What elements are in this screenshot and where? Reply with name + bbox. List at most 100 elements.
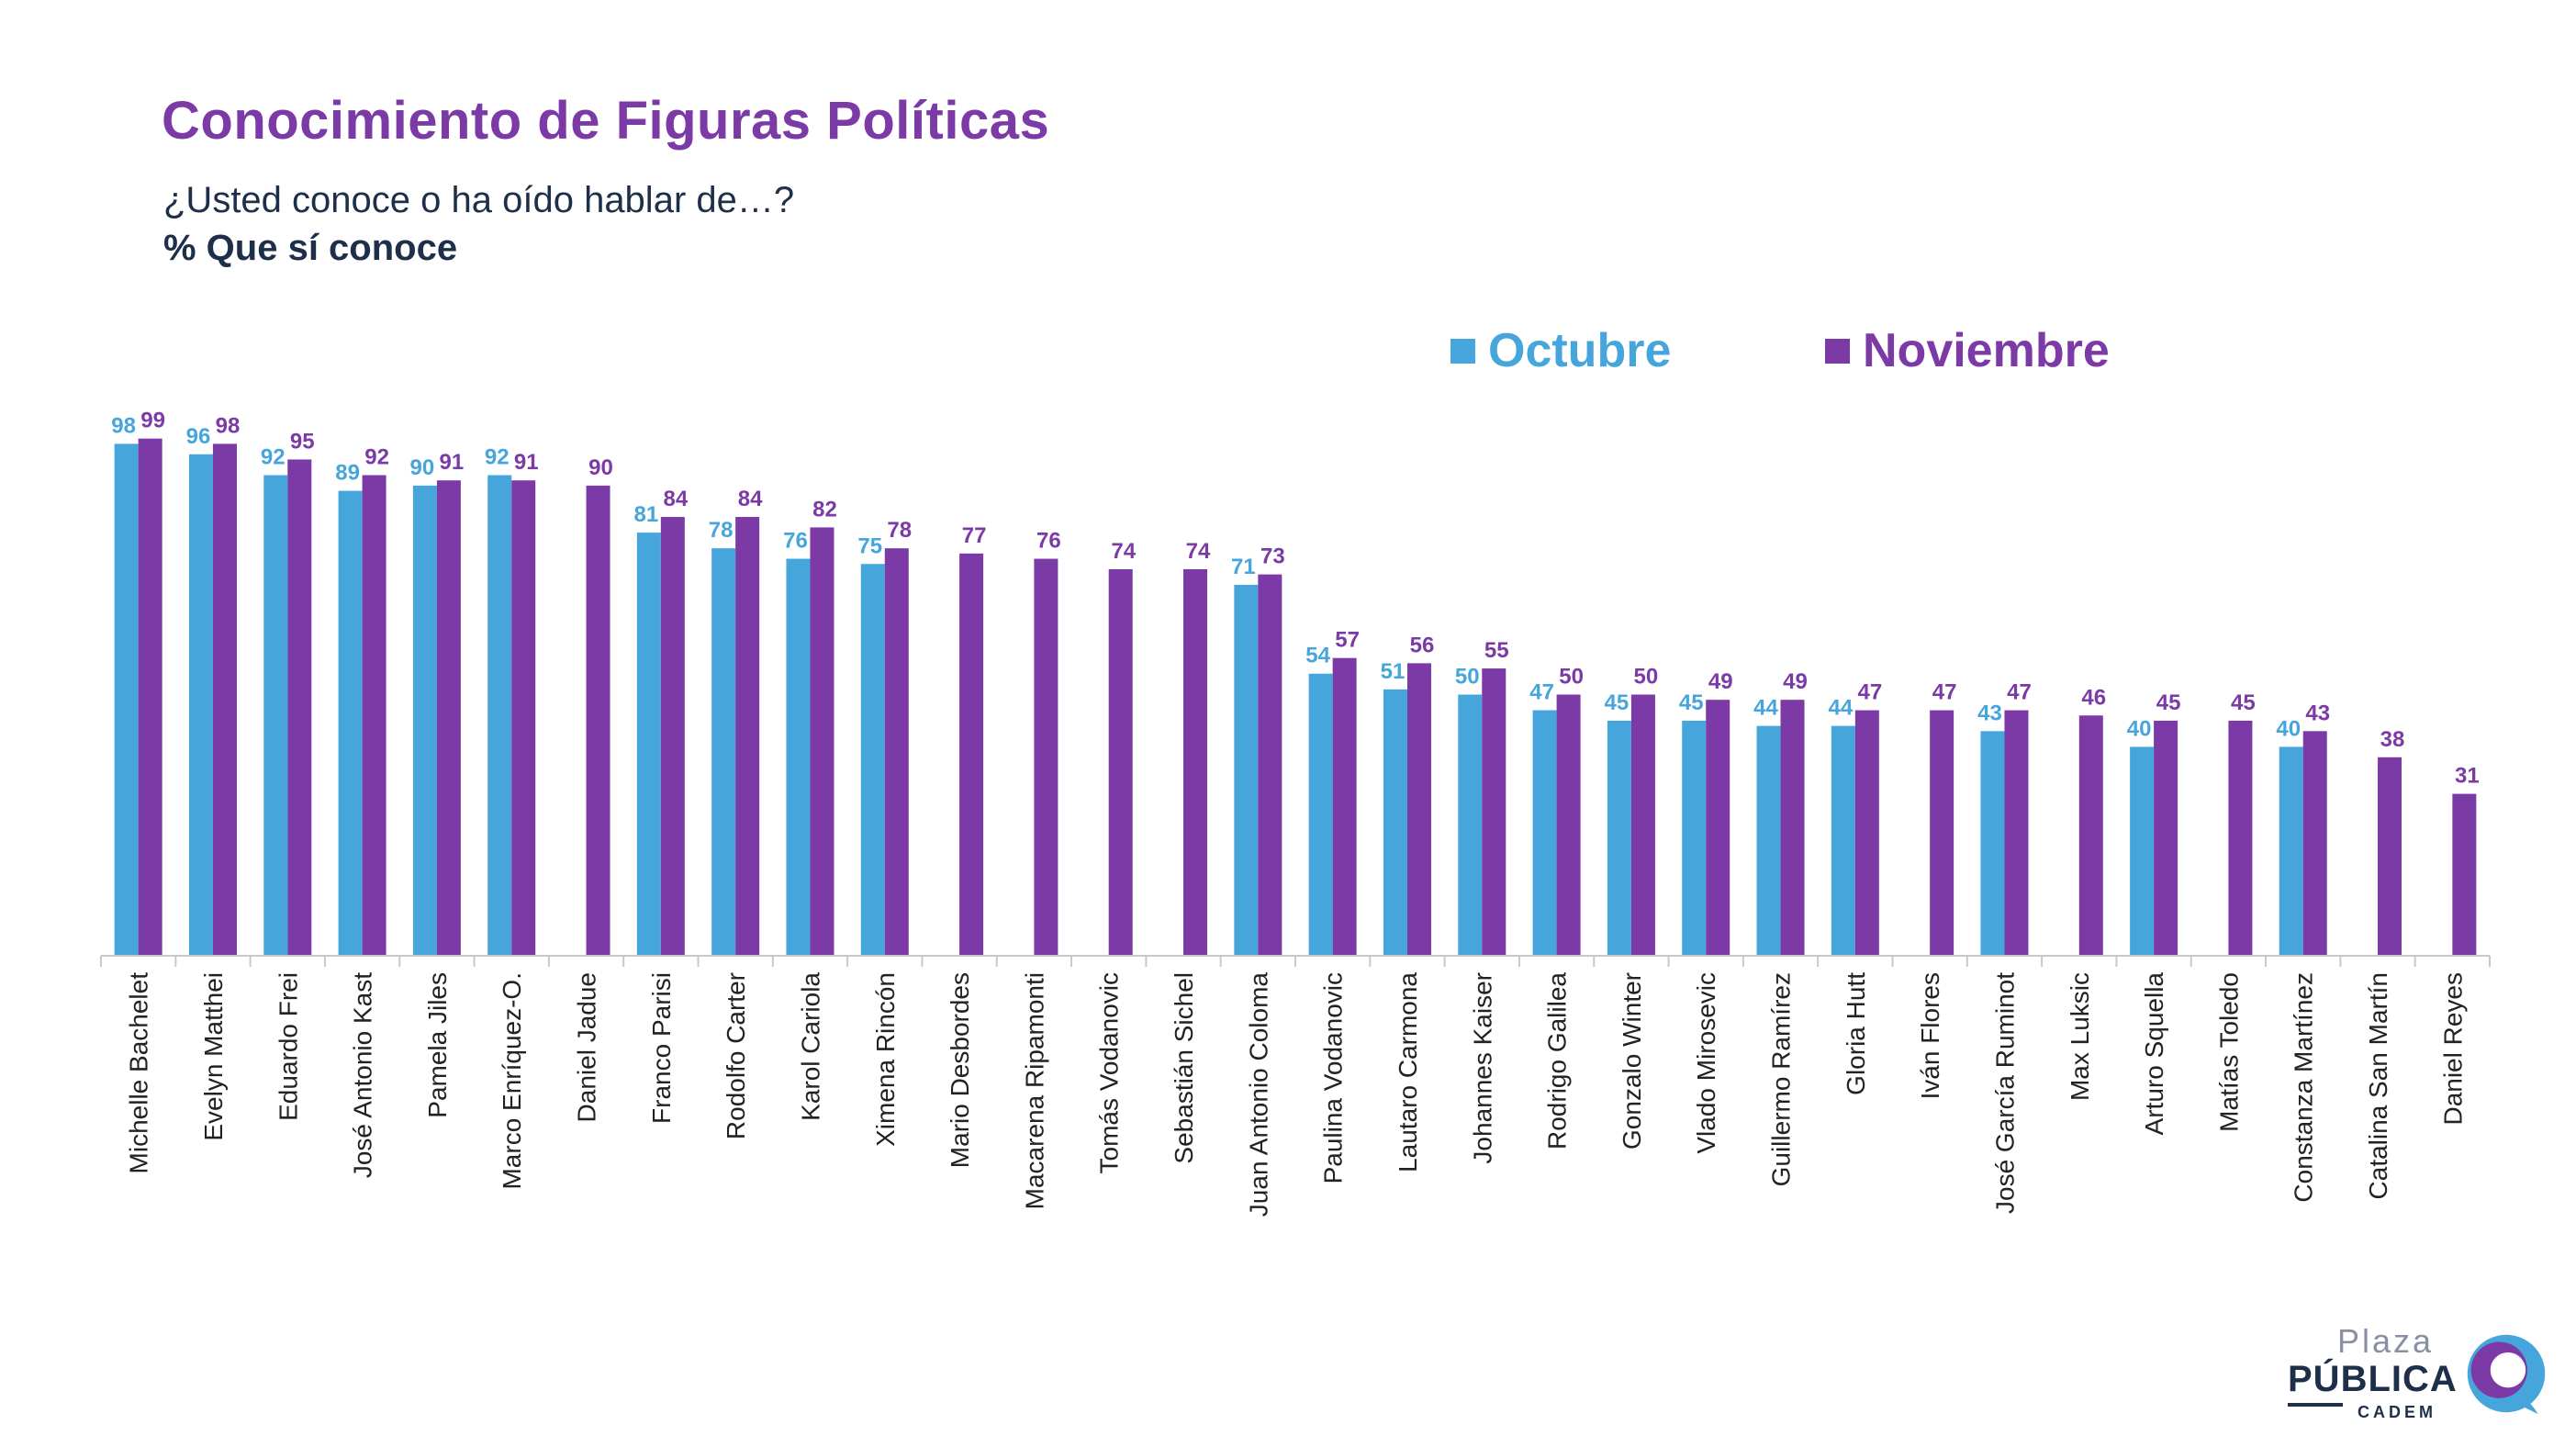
data-label-noviembre-4: 91 — [440, 450, 465, 475]
logo-text-cadem: CADEM — [2358, 1403, 2436, 1421]
data-label-noviembre-30: 38 — [2380, 727, 2405, 752]
data-label-noviembre-25: 47 — [2007, 680, 2032, 705]
category-label-31: Daniel Reyes — [2438, 972, 2467, 1126]
data-label-octubre-16: 54 — [1305, 644, 1330, 668]
bar-noviembre-22 — [1780, 700, 1805, 956]
category-label-11: Mario Desbordes — [946, 972, 974, 1168]
legend-item-octubre: Octubre — [1450, 323, 1671, 378]
data-label-octubre-5: 92 — [485, 445, 510, 470]
bar-noviembre-17 — [1406, 663, 1431, 956]
chart-legend: Octubre Noviembre — [0, 323, 2576, 387]
data-label-octubre-23: 44 — [1828, 696, 1853, 721]
data-label-octubre-21: 45 — [1679, 690, 1704, 715]
category-label-10: Ximena Rincón — [871, 972, 900, 1147]
data-label-noviembre-11: 77 — [962, 523, 987, 548]
bar-octubre-16 — [1308, 673, 1333, 956]
data-label-octubre-15: 71 — [1231, 555, 1256, 579]
bar-octubre-0 — [114, 443, 139, 956]
bar-octubre-2 — [263, 475, 288, 956]
data-label-noviembre-13: 74 — [1111, 539, 1136, 564]
logo-text-plaza: Plaza — [2337, 1322, 2435, 1360]
category-label-23: Gloria Hutt — [1842, 972, 1870, 1095]
data-label-noviembre-28: 45 — [2231, 690, 2256, 715]
bar-noviembre-10 — [884, 548, 909, 956]
category-label-17: Lautaro Carmona — [1394, 972, 1422, 1172]
data-label-noviembre-22: 49 — [1783, 669, 1808, 694]
data-label-noviembre-10: 78 — [887, 518, 912, 543]
bar-noviembre-2 — [287, 459, 312, 956]
bar-noviembre-8 — [735, 517, 760, 956]
legend-swatch-noviembre — [1825, 338, 1850, 364]
data-label-noviembre-20: 50 — [1634, 665, 1659, 690]
data-label-octubre-29: 40 — [2276, 716, 2301, 741]
data-label-noviembre-23: 47 — [1857, 680, 1882, 705]
legend-label-noviembre: Noviembre — [1863, 324, 2110, 377]
bar-noviembre-5 — [511, 480, 536, 956]
bar-noviembre-16 — [1332, 657, 1357, 956]
category-label-24: Iván Flores — [1916, 972, 1944, 1100]
category-label-3: José Antonio Kast — [349, 972, 377, 1178]
data-label-octubre-8: 78 — [709, 518, 734, 543]
legend-label-octubre: Octubre — [1488, 324, 1672, 377]
data-label-noviembre-24: 47 — [1932, 680, 1957, 705]
bar-noviembre-12 — [1034, 558, 1058, 956]
data-label-noviembre-1: 98 — [216, 413, 241, 438]
bar-octubre-9 — [786, 558, 811, 956]
data-label-noviembre-16: 57 — [1335, 628, 1360, 653]
category-label-18: Johannes Kaiser — [1468, 972, 1496, 1164]
logo-text-publica: PÚBLICA — [2288, 1359, 2458, 1399]
category-label-21: Vlado Mirosevic — [1692, 972, 1720, 1154]
bar-octubre-10 — [860, 564, 885, 956]
bar-noviembre-30 — [2378, 757, 2402, 956]
chart-subtitle: ¿Usted conoce o ha oído hablar de…? — [163, 180, 795, 220]
data-label-noviembre-17: 56 — [1410, 633, 1435, 657]
data-label-octubre-2: 92 — [261, 445, 286, 470]
bar-noviembre-26 — [2078, 715, 2103, 956]
category-label-2: Eduardo Frei — [274, 972, 302, 1121]
category-label-12: Macarena Ripamonti — [1020, 972, 1048, 1209]
bar-noviembre-0 — [138, 438, 162, 956]
plaza-publica-cadem-logo: Plaza PÚBLICA CADEM — [2286, 1322, 2546, 1432]
bar-noviembre-18 — [1482, 668, 1506, 956]
data-label-noviembre-5: 91 — [514, 450, 539, 475]
category-label-25: José García Ruminot — [1990, 972, 2019, 1214]
bar-octubre-4 — [412, 485, 437, 956]
category-label-8: Rodolfo Carter — [722, 972, 750, 1139]
bar-noviembre-15 — [1258, 574, 1282, 956]
category-label-4: Pamela Jiles — [423, 972, 452, 1118]
data-label-octubre-4: 90 — [410, 455, 435, 480]
bar-noviembre-9 — [810, 527, 834, 956]
bar-octubre-29 — [2279, 746, 2303, 956]
data-label-noviembre-0: 99 — [140, 409, 165, 433]
bar-octubre-25 — [1980, 731, 2005, 956]
data-label-noviembre-8: 84 — [738, 487, 763, 511]
bar-noviembre-24 — [1930, 710, 1954, 956]
data-label-octubre-17: 51 — [1381, 659, 1406, 684]
bar-noviembre-4 — [436, 480, 461, 956]
category-label-1: Evelyn Matthei — [199, 972, 228, 1141]
bar-noviembre-29 — [2302, 731, 2327, 956]
bar-noviembre-1 — [212, 443, 237, 956]
data-label-noviembre-15: 73 — [1260, 544, 1285, 569]
bar-octubre-7 — [636, 533, 661, 956]
legend-item-noviembre: Noviembre — [1825, 323, 2110, 378]
bar-octubre-23 — [1831, 725, 1855, 956]
bar-noviembre-11 — [959, 553, 984, 956]
bar-octubre-1 — [188, 454, 213, 956]
data-label-noviembre-7: 84 — [663, 487, 688, 511]
bar-noviembre-7 — [660, 517, 685, 956]
bar-noviembre-6 — [586, 485, 610, 956]
legend-swatch-octubre — [1450, 338, 1475, 364]
category-label-26: Max Luksic — [2066, 972, 2094, 1101]
data-label-noviembre-6: 90 — [588, 455, 613, 480]
bar-noviembre-21 — [1706, 700, 1730, 956]
category-label-27: Arturo Squella — [2140, 972, 2168, 1136]
logo-swirl-icon — [2467, 1334, 2546, 1415]
data-label-octubre-1: 96 — [186, 424, 211, 449]
chart-title: Conocimiento de Figuras Políticas — [162, 91, 1050, 151]
data-label-noviembre-18: 55 — [1484, 638, 1509, 663]
data-label-noviembre-26: 46 — [2081, 685, 2106, 710]
bar-octubre-20 — [1607, 720, 1631, 956]
bar-noviembre-28 — [2228, 720, 2253, 956]
